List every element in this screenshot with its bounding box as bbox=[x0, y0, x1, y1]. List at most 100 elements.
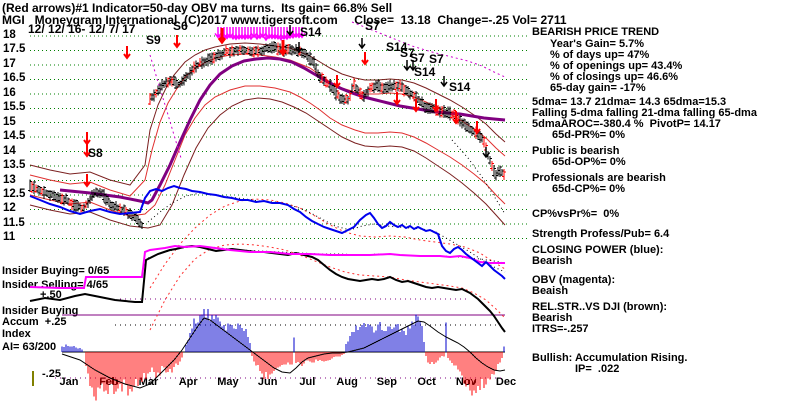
red-sell-arrow-thick-icon bbox=[278, 40, 288, 57]
analysis-line-6: 5dma= 13.7 21dma= 14.3 65dma=15.3 bbox=[532, 96, 727, 108]
analysis-line-20: REL.STR..VS DJI (brown): bbox=[532, 301, 668, 313]
price-tick-7: 14.5 bbox=[3, 130, 26, 143]
cp-ma-dotted bbox=[147, 192, 506, 273]
left-label-2: +.50 bbox=[40, 289, 62, 301]
red-sell-arrow-icon bbox=[123, 46, 131, 60]
obv-ma-dotted bbox=[147, 245, 506, 264]
month-tick-8: Sep bbox=[376, 376, 397, 388]
signal-label-s8-10: S8 bbox=[88, 146, 103, 160]
black-sell-arrow-icon bbox=[440, 76, 448, 88]
price-tick-5: 15.5 bbox=[3, 101, 26, 114]
red-sell-arrow-icon bbox=[333, 75, 341, 89]
signal-label-s14-8: S14 bbox=[414, 65, 436, 79]
month-tick-3: Apr bbox=[178, 376, 198, 388]
month-tick-7: Aug bbox=[336, 376, 358, 388]
price-tick-11: 12.5 bbox=[3, 187, 26, 200]
left-label-6: AI= 63/200 bbox=[2, 341, 57, 353]
obv-sell-arrow-icon bbox=[220, 27, 228, 40]
obv-sell-arrow-icon bbox=[277, 27, 285, 41]
price-tick-12: 12 bbox=[3, 202, 16, 215]
obv-sell-arrow-icon bbox=[274, 27, 282, 40]
analysis-line-14: CP%vsPr%= 0% bbox=[532, 208, 620, 220]
analysis-line-1: Year's Gain= 5.7% bbox=[550, 38, 645, 50]
price-tick-14: 11 bbox=[3, 231, 16, 244]
analysis-line-2: % of days up= 47% bbox=[550, 49, 650, 61]
left-label-7: -.25 bbox=[42, 368, 61, 380]
month-tick-1: Feb bbox=[98, 376, 119, 388]
obv-sell-arrow-icon bbox=[271, 27, 279, 40]
obv-sell-arrow-icon bbox=[262, 27, 270, 42]
price-tick-10: 13 bbox=[3, 173, 16, 186]
price-tick-1: 17.5 bbox=[3, 43, 26, 56]
obv-sell-arrow-icon bbox=[265, 27, 273, 40]
red-sell-arrow-icon bbox=[393, 92, 401, 106]
red-sell-arrow-icon bbox=[452, 111, 460, 125]
analysis-line-21: Bearish bbox=[532, 312, 573, 324]
indicator-header: (Red arrows)#1 Indicator=50-day OBV ma t… bbox=[2, 1, 393, 15]
price-tick-8: 14 bbox=[3, 144, 16, 157]
obv-sell-arrow-icon bbox=[232, 27, 240, 41]
signal-label-s14-4: S14 bbox=[386, 40, 408, 54]
analysis-line-19: Beaish bbox=[532, 285, 569, 297]
price-tick-0: 18 bbox=[3, 29, 16, 41]
obv-sell-arrow-icon bbox=[235, 27, 243, 41]
signal-label-s7-7: S7 bbox=[429, 52, 444, 66]
red-sell-arrow-icon bbox=[173, 35, 181, 49]
red-sell-arrow-thick-icon bbox=[217, 28, 227, 45]
obv-sell-arrow-icon bbox=[259, 27, 267, 39]
obv-sell-arrow-icon bbox=[238, 27, 246, 40]
black-sell-arrow-icon bbox=[403, 60, 411, 72]
obv-sell-arrow-icon bbox=[223, 27, 231, 40]
upper-band-outer bbox=[29, 42, 506, 186]
red-sell-arrow-icon bbox=[83, 132, 91, 146]
obv-sell-arrow-icon bbox=[229, 27, 237, 41]
red-sell-arrow-icon bbox=[83, 174, 91, 188]
analysis-line-18: OBV (magenta): bbox=[532, 274, 616, 286]
month-tick-2: Mar bbox=[138, 376, 159, 388]
left-label-0: Insider Buying= 0/65 bbox=[2, 265, 110, 277]
obv-sell-arrow-icon bbox=[226, 27, 234, 39]
obv-sell-arrow-icon bbox=[268, 27, 276, 40]
65dma-line bbox=[59, 56, 506, 205]
projection-dotted-b bbox=[351, 21, 506, 78]
left-label-5: Index bbox=[2, 328, 31, 340]
obv-sell-arrow-icon bbox=[289, 27, 297, 40]
black-sell-arrow-icon bbox=[358, 38, 366, 50]
upper-band-inner bbox=[29, 53, 506, 197]
price-tick-9: 13.5 bbox=[3, 159, 26, 172]
analysis-line-0: BEARISH PRICE TREND bbox=[532, 26, 660, 38]
analysis-line-4: % of closings up= 46.6% bbox=[550, 71, 679, 83]
obv-sell-arrow-icon bbox=[244, 27, 252, 40]
analysis-line-12: Professionals are bearish bbox=[532, 172, 666, 184]
analysis-line-22: ITRS=-.257 bbox=[532, 323, 589, 335]
red-sell-arrow-icon bbox=[412, 99, 420, 113]
obv-sell-arrow-icon bbox=[286, 27, 294, 40]
cp-ma-red-dotted bbox=[149, 198, 506, 289]
signal-label-s14-9: S14 bbox=[449, 80, 471, 94]
relstr-ma-red-dotted bbox=[149, 243, 506, 331]
red-sell-arrow-icon bbox=[473, 121, 481, 135]
obv-sell-arrow-icon bbox=[295, 27, 303, 39]
red-sell-arrow-icon bbox=[361, 52, 369, 66]
price-tick-2: 17 bbox=[3, 57, 16, 70]
black-sell-arrow-icon bbox=[409, 60, 417, 72]
signal-label-s7-6: S7 bbox=[410, 51, 425, 65]
month-tick-9: Oct bbox=[417, 376, 436, 388]
projection-dotted-a bbox=[149, 54, 182, 159]
analysis-line-10: Public is bearish bbox=[532, 145, 620, 157]
obv-sell-arrow-icon bbox=[217, 27, 225, 40]
date-range: 12/ 12/ 16- 12/ 7/ 17 bbox=[28, 22, 136, 36]
trend-dotted bbox=[451, 139, 506, 215]
price-tick-3: 16.5 bbox=[3, 72, 26, 85]
lower-band-inner bbox=[29, 85, 506, 217]
analysis-line-8: 5dmaAROC=-380.4 % PivotP= 14.17 bbox=[532, 118, 721, 130]
signal-label-s9-1: S9 bbox=[146, 33, 161, 47]
analysis-line-3: % of openings up= 43.4% bbox=[550, 60, 683, 72]
obv-sell-arrow-icon bbox=[283, 27, 291, 41]
left-label-4: Accum +.25 bbox=[2, 316, 67, 328]
black-sell-arrow-icon bbox=[482, 147, 490, 159]
month-tick-10: Nov bbox=[455, 376, 477, 388]
obv-sell-arrow-icon bbox=[256, 27, 264, 40]
month-tick-11: Dec bbox=[495, 376, 517, 388]
analysis-line-7: Falling 5-dma falling 21-dma falling 65-… bbox=[532, 107, 757, 119]
